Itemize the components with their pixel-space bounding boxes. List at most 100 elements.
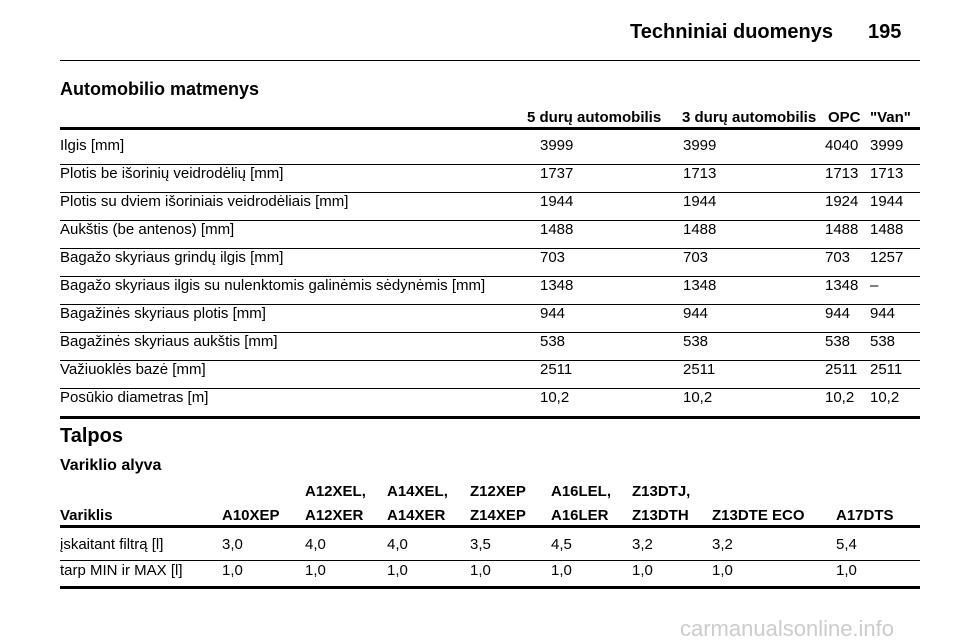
cell-value: 1,0	[836, 562, 857, 579]
cell-value: 944	[540, 305, 566, 322]
cell-value: 3999	[870, 137, 904, 154]
cell-value: 1488	[825, 221, 859, 238]
cell-value: 3,2	[632, 536, 653, 553]
cell-value: 3999	[683, 137, 717, 154]
table-rule	[60, 127, 920, 130]
cell-value: 1257	[870, 249, 904, 266]
cell-value: 1944	[870, 193, 904, 210]
cell-value: 3,2	[712, 536, 733, 553]
cell-value: 4040	[825, 137, 859, 154]
cell-value: 3,5	[470, 536, 491, 553]
cell-value: 703	[540, 249, 566, 266]
column-header: A12XEL,	[305, 483, 366, 500]
table-rule	[60, 416, 920, 419]
column-header: A12XER	[305, 507, 364, 524]
cell-value: 4,0	[387, 536, 408, 553]
table-rule	[60, 586, 920, 589]
row-label: Aukštis (be antenos) [mm]	[60, 221, 235, 238]
column-header: OPC	[828, 109, 861, 126]
table-rule	[60, 560, 920, 561]
cell-value: 538	[870, 333, 896, 350]
column-header: A14XEL,	[387, 483, 448, 500]
cell-value: 1944	[683, 193, 717, 210]
cell-value: 703	[825, 249, 851, 266]
cell-value: 1,0	[712, 562, 733, 579]
column-header: A16LER	[551, 507, 609, 524]
header-title: Techniniai duomenys	[630, 21, 833, 43]
cell-value: 10,2	[825, 389, 855, 406]
cell-value: 1,0	[470, 562, 491, 579]
table-rule	[60, 248, 920, 249]
table-rule	[60, 360, 920, 361]
table-rule	[60, 164, 920, 165]
section-title: Automobilio matmenys	[60, 79, 260, 99]
cell-value: 10,2	[683, 389, 713, 406]
cell-value: 944	[870, 305, 896, 322]
cell-value: 2511	[540, 361, 573, 378]
cell-value: 2511	[870, 361, 903, 378]
cell-value: 1348	[683, 277, 717, 294]
cell-value: 1924	[825, 193, 859, 210]
cell-value: 2511	[825, 361, 858, 378]
cell-value: 2511	[683, 361, 716, 378]
table-rule	[60, 276, 920, 277]
row-label: įskaitant filtrą [l]	[60, 536, 164, 553]
table-rule	[60, 192, 920, 193]
row-label: tarp MIN ir MAX [l]	[60, 562, 183, 579]
cell-value: 1348	[540, 277, 574, 294]
section-title: Talpos	[60, 425, 123, 447]
cell-value: 1,0	[222, 562, 243, 579]
table-rule	[60, 388, 920, 389]
cell-value: 10,2	[870, 389, 900, 406]
cell-value: –	[870, 277, 879, 294]
row-label: Ilgis [mm]	[60, 137, 125, 154]
cell-value: 944	[683, 305, 709, 322]
cell-value: 944	[825, 305, 851, 322]
cell-value: 4,0	[305, 536, 326, 553]
row-label: Bagažinės skyriaus aukštis [mm]	[60, 333, 278, 350]
cell-value: 1,0	[632, 562, 653, 579]
column-header: A16LEL,	[551, 483, 612, 500]
row-label: Plotis su dviem išoriniais veidrodėliais…	[60, 193, 349, 210]
cell-value: 10,2	[540, 389, 570, 406]
column-header: Z13DTE ECO	[712, 507, 805, 524]
table-rule	[60, 525, 920, 528]
cell-value: 1,0	[387, 562, 408, 579]
column-header: Variklis	[60, 507, 113, 524]
cell-value: 1488	[540, 221, 574, 238]
cell-value: 5,4	[836, 536, 857, 553]
cell-value: 4,5	[551, 536, 572, 553]
cell-value: 1488	[683, 221, 717, 238]
table-rule	[60, 304, 920, 305]
column-header: Z13DTH	[632, 507, 689, 524]
cell-value: 538	[683, 333, 709, 350]
cell-value: 1737	[540, 165, 574, 182]
cell-value: 1944	[540, 193, 574, 210]
column-header: Z12XEP	[470, 483, 526, 500]
page-number: 195	[868, 21, 902, 43]
column-header: A17DTS	[836, 507, 894, 524]
row-label: Bagažinės skyriaus plotis [mm]	[60, 305, 266, 322]
column-header: 5 durų automobilis	[527, 109, 662, 126]
column-header: A10XEP	[222, 507, 280, 524]
table-rule	[60, 332, 920, 333]
column-header: Z13DTJ,	[632, 483, 691, 500]
header-rule	[60, 60, 920, 61]
subsection-title: Variklio alyva	[60, 457, 162, 474]
column-header: Z14XEP	[470, 507, 526, 524]
cell-value: 1,0	[551, 562, 572, 579]
column-header: A14XER	[387, 507, 446, 524]
cell-value: 3999	[540, 137, 574, 154]
table-rule	[60, 220, 920, 221]
cell-value: 703	[683, 249, 709, 266]
row-label: Plotis be išorinių veidrodėlių [mm]	[60, 165, 284, 182]
row-label: Važiuoklės bazė [mm]	[60, 361, 206, 378]
column-header: 3 durų automobilis	[682, 109, 817, 126]
cell-value: 1713	[683, 165, 717, 182]
cell-value: 538	[540, 333, 566, 350]
cell-value: 1488	[870, 221, 904, 238]
row-label: Bagažo skyriaus ilgis su nulenktomis gal…	[60, 277, 486, 294]
row-label: Bagažo skyriaus grindų ilgis [mm]	[60, 249, 284, 266]
column-header: "Van"	[870, 109, 911, 126]
